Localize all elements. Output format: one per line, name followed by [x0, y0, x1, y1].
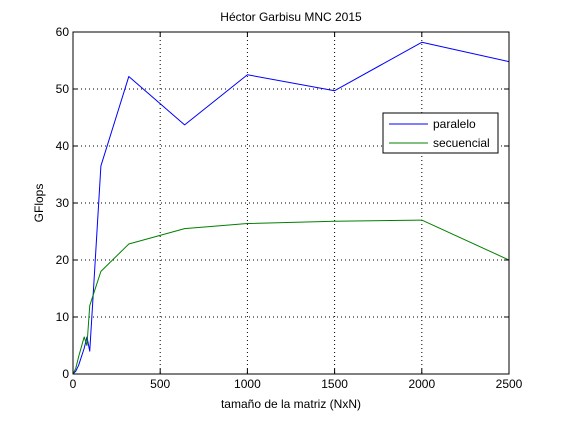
series-layer — [72, 41, 510, 375]
tick-labels: 0 500 1000 1500 2000 2500 0 10 20 30 40 50 60 — [56, 25, 523, 391]
y-tick-label: 10 — [56, 310, 70, 324]
legend: paralelo secuencial — [382, 112, 499, 154]
y-tick-label: 50 — [56, 82, 70, 96]
x-axis-label: tamaño de la matriz (NxN) — [221, 397, 361, 411]
y-tick-label: 20 — [56, 253, 70, 267]
y-tick-label: 40 — [56, 139, 70, 153]
x-tick-label: 0 — [70, 377, 77, 391]
series-line-secuencial — [72, 219, 510, 375]
series-line-paralelo — [72, 41, 510, 375]
grid — [73, 32, 509, 374]
y-tick-label: 30 — [56, 196, 70, 210]
legend-label-paralelo: paralelo — [433, 117, 476, 131]
legend-box — [382, 112, 499, 154]
y-tick-label: 60 — [56, 25, 70, 39]
y-axis-label: GFlops — [32, 184, 46, 223]
x-tick-label: 2000 — [408, 377, 435, 391]
plot-area — [73, 32, 509, 374]
chart-title: Héctor Garbisu MNC 2015 — [220, 10, 362, 24]
ticks — [72, 31, 510, 375]
y-tick-label: 0 — [62, 367, 69, 381]
x-tick-label: 2500 — [496, 377, 523, 391]
x-tick-label: 500 — [150, 377, 170, 391]
legend-label-secuencial: secuencial — [433, 136, 490, 150]
x-tick-label: 1000 — [234, 377, 261, 391]
x-tick-label: 1500 — [321, 377, 348, 391]
